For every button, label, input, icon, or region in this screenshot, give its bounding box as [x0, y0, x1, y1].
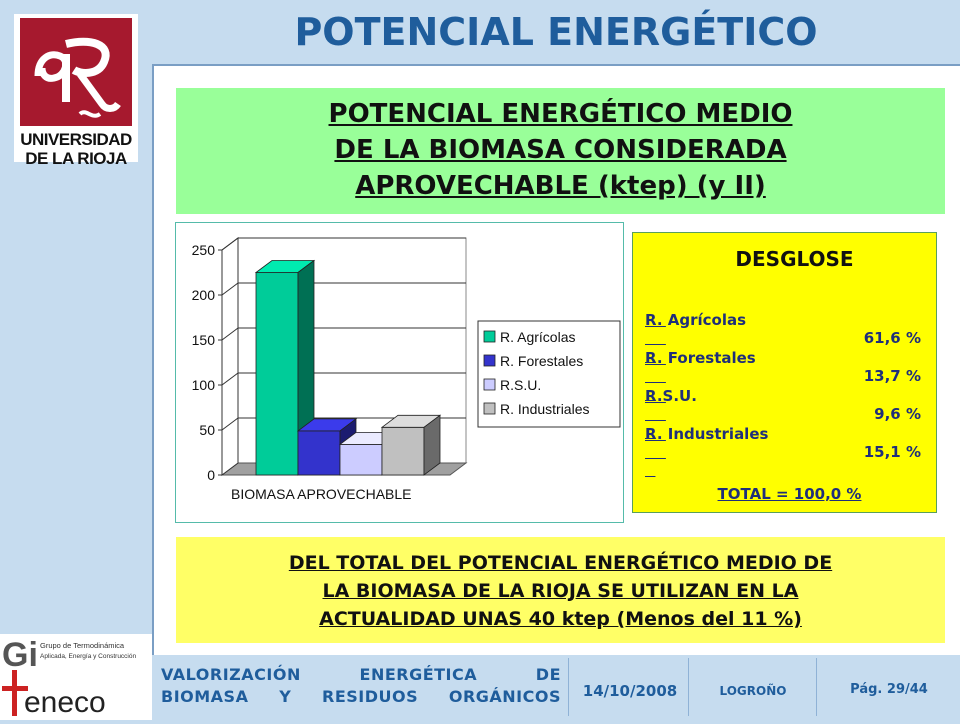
- desglose-panel: DESGLOSE R. Agrícolas 61,6 % R. Forestal…: [632, 232, 937, 513]
- chart-legend-label: R. Agrícolas: [500, 329, 575, 345]
- chart-gridline: [221, 282, 239, 296]
- note-line2: LA BIOMASA DE LA RIOJA SE UTILIZAN EN LA: [322, 580, 799, 602]
- desglose-row-forestales: R. Forestales 13,7 %: [645, 331, 921, 403]
- note-line1: DEL TOTAL DEL POTENCIAL ENERGÉTICO MEDIO…: [288, 552, 833, 574]
- page-title: POTENCIAL ENERGÉTICO: [294, 10, 818, 54]
- chart-gridline: [221, 237, 239, 251]
- chart-legend-swatch: [483, 378, 496, 391]
- desglose-total: TOTAL = 100,0 %: [717, 485, 862, 503]
- footer-course-title: VALORIZACIÓN ENERGÉTICA DE BIOMASA Y RES…: [161, 664, 561, 708]
- chart-container: 0 50 100 150 200 250 BIOMASA APROVECHABLE R. Ag…: [175, 222, 624, 523]
- chart-gridline: [221, 372, 239, 386]
- desglose-value: 9,6 %: [874, 405, 921, 423]
- chart-gridline: [221, 417, 239, 431]
- chart-legend-label: R.S.U.: [500, 377, 541, 393]
- chart-category-label: BIOMASA APROVECHABLE: [231, 486, 412, 502]
- chart-legend-swatch: [483, 330, 496, 343]
- gi-teneco-logo: Gi eneco Grupo de Termodinámica Aplicada…: [0, 634, 152, 720]
- desglose-value: 13,7 %: [863, 367, 921, 385]
- desglose-value: 15,1 %: [863, 443, 921, 461]
- chart-bar-3: [339, 443, 383, 476]
- gi-caption-line1: Grupo de Termodinámica: [40, 641, 125, 650]
- university-emblem: [20, 18, 132, 126]
- desglose-row-rsu: R.S.U. 9,6 %: [645, 369, 921, 441]
- chart-y-tick-label: 250: [192, 242, 216, 258]
- gi-logo-letters: Gi: [2, 636, 38, 674]
- chart-legend-label: R. Forestales: [500, 353, 583, 369]
- chart-y-tick-label: 200: [192, 287, 216, 303]
- subtitle-line1: POTENCIAL ENERGÉTICO MEDIO: [328, 99, 793, 129]
- footer-bar: [0, 655, 960, 720]
- chart-legend-swatch: [483, 402, 496, 415]
- chart-legend: [477, 320, 621, 428]
- chart-legend-label: R. Industriales: [500, 401, 589, 417]
- desglose-label: R.S.U.: [645, 387, 697, 405]
- subtitle-line3: APROVECHABLE (ktep) (y II): [355, 171, 766, 201]
- footer-page-number: Pág. 29/44: [850, 682, 928, 697]
- desglose-label: R. Forestales: [645, 349, 756, 367]
- desglose-value: 61,6 %: [863, 329, 921, 347]
- note-line3: ACTUALIDAD UNAS 40 ktep (Menos del 11 %): [319, 608, 802, 630]
- logo-text-line2: DE LA RIOJA: [25, 149, 127, 168]
- gi-caption-line2: Aplicada, Energía y Construcción: [40, 653, 136, 660]
- chart-gridline: [221, 327, 239, 341]
- footer-date: 14/10/2008: [582, 682, 678, 700]
- footer-divider: [816, 658, 817, 716]
- bar-chart: 0 50 100 150 200 250 BIOMASA APROVECHABLE R. Ag…: [192, 237, 621, 502]
- footer-city: LOGROÑO: [719, 684, 787, 698]
- desglose-label: R. Industriales: [645, 425, 769, 443]
- chart-y-tick-label: 0: [207, 467, 215, 483]
- chart-bar-4: [381, 426, 425, 476]
- university-logo: UNIVERSIDAD DE LA RIOJA: [14, 14, 138, 168]
- subtitle-box: POTENCIAL ENERGÉTICO MEDIO DE LA BIOMASA…: [176, 88, 945, 214]
- chart-legend-swatch: [483, 354, 496, 367]
- desglose-row-agricolas: R. Agrícolas 61,6 %: [645, 293, 921, 365]
- footer-divider: [688, 658, 689, 716]
- footer-course-line1: VALORIZACIÓN ENERGÉTICA DE: [161, 665, 561, 684]
- desglose-title: DESGLOSE: [735, 247, 854, 271]
- desglose-label: R. Agrícolas: [645, 311, 747, 329]
- footer-divider: [568, 658, 569, 716]
- chart-y-tick-label: 50: [199, 422, 215, 438]
- logo-text-line1: UNIVERSIDAD: [20, 130, 132, 149]
- teneco-letters: eneco: [24, 686, 106, 719]
- desglose-row-industriales: R. Industriales 15,1 %: [645, 407, 921, 479]
- chart-bar-2: [297, 430, 341, 476]
- note-box: DEL TOTAL DEL POTENCIAL ENERGÉTICO MEDIO…: [176, 537, 945, 643]
- footer-course-line2: BIOMASA Y RESIDUOS ORGÁNICOS: [161, 687, 561, 706]
- chart-bar-4-side: [423, 414, 441, 476]
- chart-side-wall: [221, 237, 239, 476]
- chart-bar-1: [255, 272, 299, 476]
- chart-y-tick-label: 150: [192, 332, 216, 348]
- chart-y-tick-label: 100: [192, 377, 216, 393]
- subtitle-line2: DE LA BIOMASA CONSIDERADA: [334, 135, 787, 165]
